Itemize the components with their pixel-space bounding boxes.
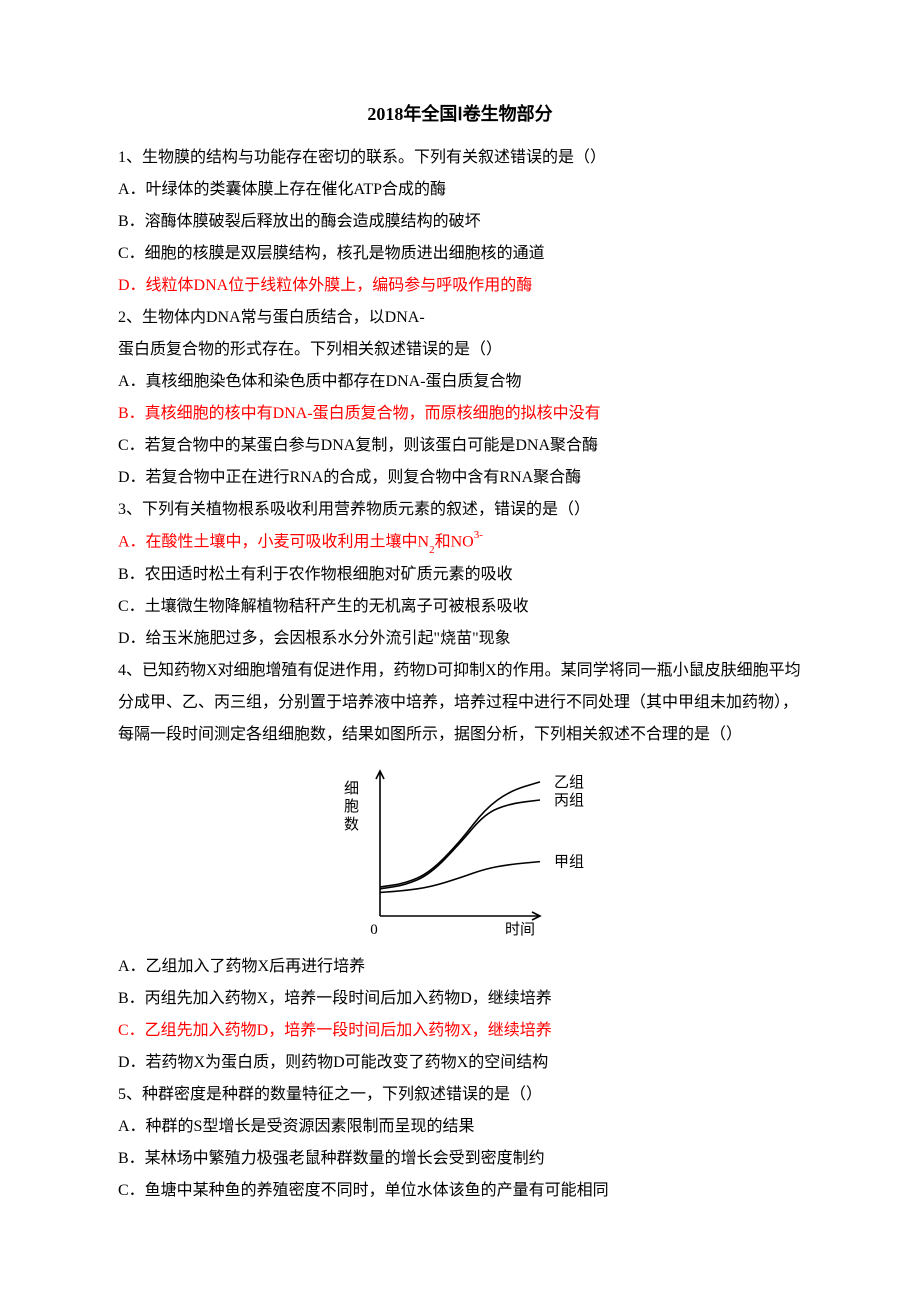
q5-stem: 5、种群密度是种群的数量特征之一，下列叙述错误的是（） [118, 1079, 802, 1111]
q3-option-a: A．在酸性土壤中，小麦可吸收利用土壤中N2和NO3- [118, 526, 802, 559]
q4-option-b: B．丙组先加入药物X，培养一段时间后加入药物D，继续培养 [118, 983, 802, 1015]
q3-a-sup: 3- [474, 529, 483, 541]
q2-stem-line2: 蛋白质复合物的形式存在。下列相关叙述错误的是（） [118, 334, 802, 366]
q2-stem-line1: 2、生物体内DNA常与蛋白质结合，以DNA- [118, 302, 802, 334]
q2-option-c: C．若复合物中的某蛋白参与DNA复制，则该蛋白可能是DNA聚合酶 [118, 430, 802, 462]
q1-option-c: C．细胞的核膜是双层膜结构，核孔是物质进出细胞核的通道 [118, 238, 802, 270]
q1-option-d: D．线粒体DNA位于线粒体外膜上，编码参与呼吸作用的酶 [118, 270, 802, 302]
q5-option-c: C．鱼塘中某种鱼的养殖密度不同时，单位水体该鱼的产量有可能相同 [118, 1175, 802, 1207]
svg-text:丙组: 丙组 [554, 792, 584, 809]
q3-stem: 3、下列有关植物根系吸收利用营养物质元素的叙述，错误的是（） [118, 494, 802, 526]
cell-growth-chart: 细胞数 0 时间 乙组丙组甲组 [320, 761, 600, 941]
q1-option-a: A．叶绿体的类囊体膜上存在催化ATP合成的酶 [118, 174, 802, 206]
svg-text:胞: 胞 [344, 798, 359, 815]
svg-text:数: 数 [344, 816, 359, 833]
q4-stem: 4、已知药物X对细胞增殖有促进作用，药物D可抑制X的作用。某同学将同一瓶小鼠皮肤… [118, 655, 802, 751]
svg-text:乙组: 乙组 [554, 773, 584, 790]
q3-option-c: C．土壤微生物降解植物秸秆产生的无机离子可被根系吸收 [118, 591, 802, 623]
chart-container: 细胞数 0 时间 乙组丙组甲组 [118, 761, 802, 941]
q1-stem: 1、生物膜的结构与功能存在密切的联系。下列有关叙述错误的是（） [118, 142, 802, 174]
q3-option-b: B．农田适时松土有利于农作物根细胞对矿质元素的吸收 [118, 559, 802, 591]
page-title: 2018年全国Ⅰ卷生物部分 [118, 100, 802, 126]
q5-option-b: B．某林场中繁殖力极强老鼠种群数量的增长会受到密度制约 [118, 1143, 802, 1175]
q2-option-d: D．若复合物中正在进行RNA的合成，则复合物中含有RNA聚合酶 [118, 462, 802, 494]
q3-a-text-pre: A．在酸性土壤中，小麦可吸收利用土壤中N [118, 533, 429, 550]
q2-option-a: A．真核细胞染色体和染色质中都存在DNA-蛋白质复合物 [118, 366, 802, 398]
q1-option-b: B．溶酶体膜破裂后释放出的酶会造成膜结构的破坏 [118, 206, 802, 238]
q3-a-sub: 2 [429, 544, 435, 556]
q3-a-text-mid: 和NO [435, 533, 474, 550]
svg-text:细: 细 [344, 780, 359, 797]
svg-text:0: 0 [370, 922, 378, 938]
svg-text:时间: 时间 [505, 921, 535, 938]
q3-option-d: D．给玉米施肥过多，会因根系水分外流引起"烧苗"现象 [118, 623, 802, 655]
q2-option-b: B．真核细胞的核中有DNA-蛋白质复合物，而原核细胞的拟核中没有 [118, 398, 802, 430]
q4-option-d: D．若药物X为蛋白质，则药物D可能改变了药物X的空间结构 [118, 1047, 802, 1079]
q5-option-a: A．种群的S型增长是受资源因素限制而呈现的结果 [118, 1111, 802, 1143]
svg-text:甲组: 甲组 [554, 853, 584, 870]
q4-option-a: A．乙组加入了药物X后再进行培养 [118, 951, 802, 983]
q4-option-c: C．乙组先加入药物D，培养一段时间后加入药物X，继续培养 [118, 1015, 802, 1047]
